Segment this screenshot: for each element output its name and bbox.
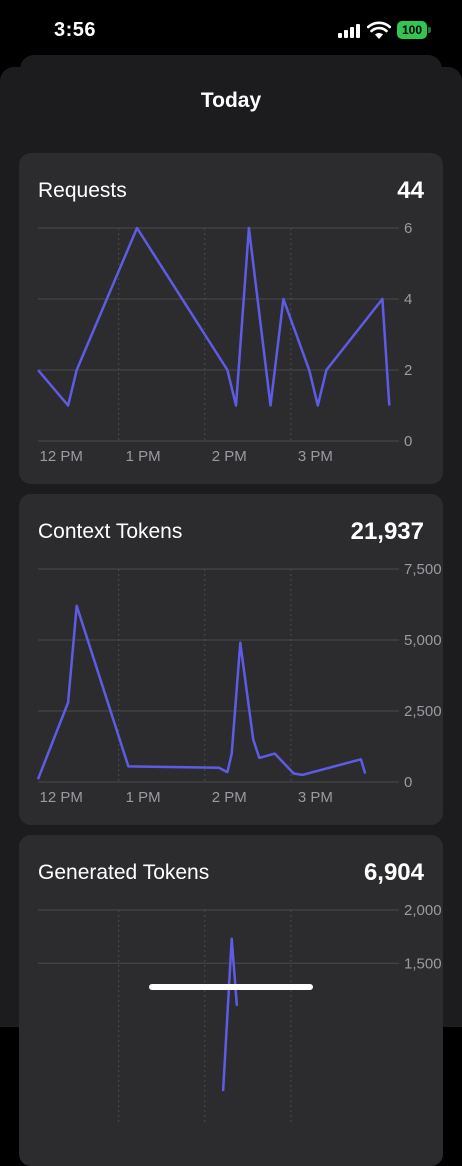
x-tick-label: 2 PM bbox=[212, 789, 247, 806]
cellular-signal-icon bbox=[338, 24, 360, 38]
status-time: 3:56 bbox=[54, 19, 97, 41]
x-tick-label: 12 PM bbox=[40, 448, 83, 465]
sheet-title: Today bbox=[200, 89, 262, 112]
y-tick-label: 2,500 bbox=[404, 703, 442, 720]
battery-icon: 100 bbox=[397, 21, 427, 39]
x-tick-label: 1 PM bbox=[126, 789, 161, 806]
y-tick-label: 1,500 bbox=[404, 955, 442, 972]
wifi-icon bbox=[367, 21, 391, 39]
y-tick-label: 5,000 bbox=[404, 632, 442, 649]
y-tick-label: 2,000 bbox=[404, 902, 442, 919]
card-title: Generated Tokens bbox=[38, 861, 210, 884]
requests-card: Requests 44 0 2 4 6 12 PM 1 PM 2 PM 3 PM bbox=[19, 153, 443, 484]
status-bar: 3:56 100 bbox=[0, 0, 462, 60]
x-tick-label: 3 PM bbox=[298, 448, 333, 465]
series-line bbox=[36, 604, 367, 780]
context-tokens-chart: 0 2,500 5,000 7,500 12 PM 1 PM 2 PM 3 PM bbox=[36, 561, 442, 806]
requests-chart: 0 2 4 6 12 PM 1 PM 2 PM 3 PM bbox=[37, 220, 412, 465]
context-tokens-card: Context Tokens 21,937 0 2,500 5,000 7,500 12… bbox=[19, 494, 443, 825]
y-tick-label: 6 bbox=[404, 220, 412, 237]
y-tick-label: 0 bbox=[404, 774, 412, 791]
generated-tokens-card: Generated Tokens 6,904 1,500 2,000 bbox=[19, 835, 443, 1166]
card-title: Context Tokens bbox=[38, 520, 183, 543]
y-tick-label: 0 bbox=[404, 433, 412, 450]
y-tick-label: 2 bbox=[404, 362, 412, 379]
series-line bbox=[221, 937, 239, 1092]
x-tick-label: 12 PM bbox=[40, 789, 83, 806]
battery-nub bbox=[428, 27, 431, 33]
x-tick-label: 1 PM bbox=[126, 448, 161, 465]
y-tick-label: 7,500 bbox=[404, 561, 442, 578]
series-line bbox=[37, 226, 391, 407]
home-indicator[interactable] bbox=[149, 984, 313, 990]
y-tick-label: 4 bbox=[404, 291, 412, 308]
card-total: 44 bbox=[397, 177, 424, 204]
x-tick-label: 3 PM bbox=[298, 789, 333, 806]
card-total: 6,904 bbox=[363, 859, 424, 886]
x-tick-label: 2 PM bbox=[212, 448, 247, 465]
card-title: Requests bbox=[38, 179, 127, 202]
card-total: 21,937 bbox=[350, 518, 424, 545]
generated-tokens-chart: 1,500 2,000 bbox=[38, 902, 442, 1123]
